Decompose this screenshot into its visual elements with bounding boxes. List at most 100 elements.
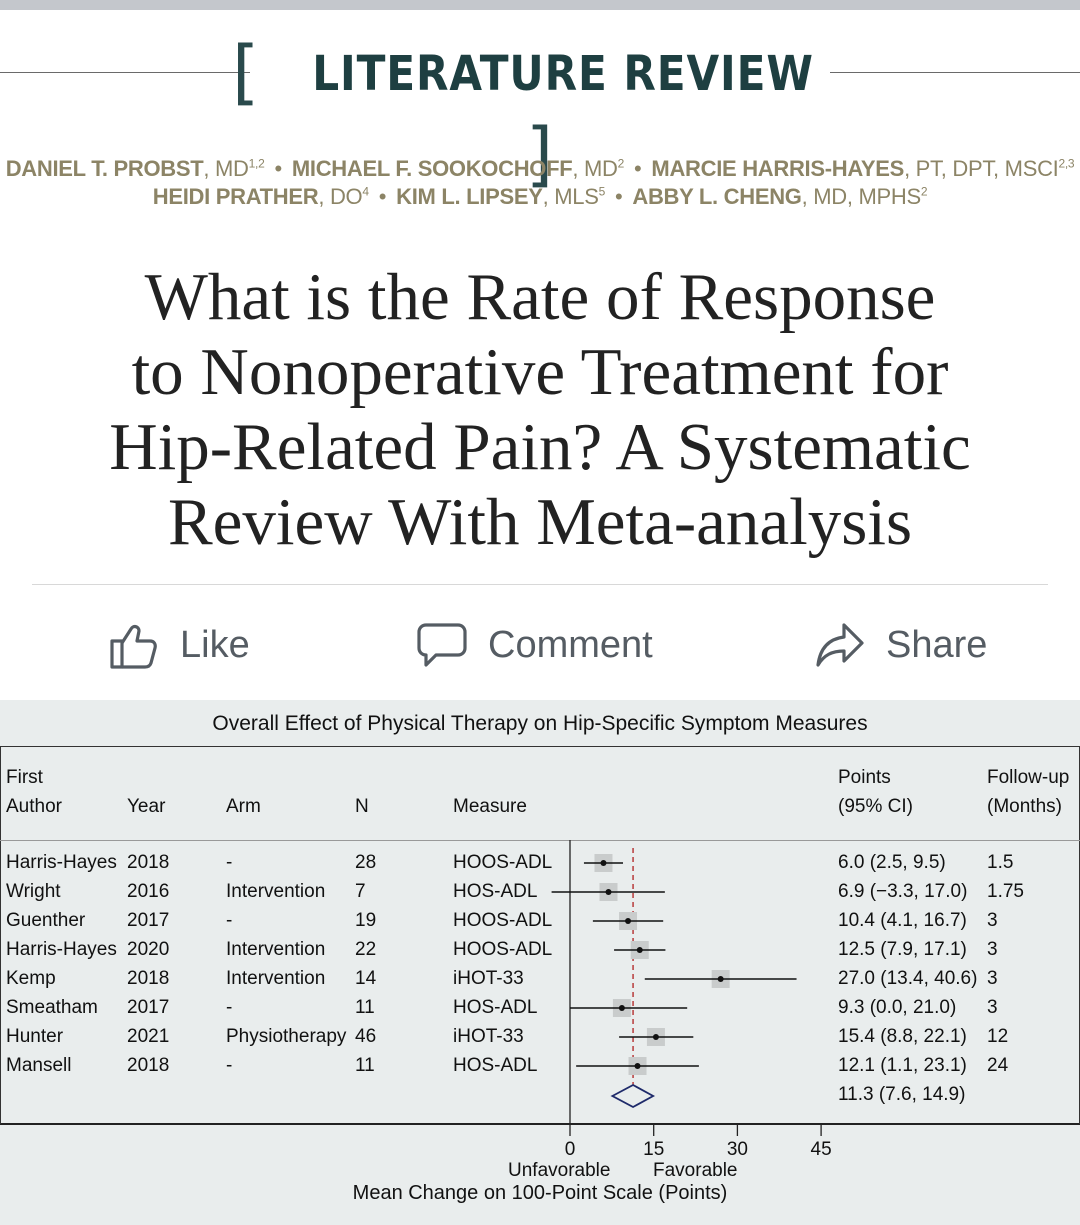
study-author: Guenther xyxy=(6,910,86,931)
study-ci: 12.1 (1.1, 23.1) xyxy=(838,1055,967,1076)
author-entry: KIM L. LIPSEY, MLS5 xyxy=(396,184,605,209)
study-measure: HOS-ADL xyxy=(453,1055,538,1076)
study-n: 22 xyxy=(355,939,377,960)
author-name: KIM L. LIPSEY xyxy=(396,184,543,209)
study-followup: 12 xyxy=(987,1026,1009,1047)
col-header-arm: Arm xyxy=(226,796,261,817)
col-header-author: First Author xyxy=(6,763,62,821)
study-author: Kemp xyxy=(6,968,56,989)
comment-button[interactable]: Comment xyxy=(416,610,653,680)
study-followup: 3 xyxy=(987,997,998,1018)
author-affiliation: 4 xyxy=(362,184,369,199)
study-point xyxy=(717,976,724,982)
author-affiliation: 5 xyxy=(598,184,606,199)
author-entry: DANIEL T. PROBST, MD1,2 xyxy=(6,156,265,181)
chart-frame-bottom xyxy=(0,1123,1080,1125)
col-header-followup-line: (Months) xyxy=(987,796,1062,817)
title-line: What is the Rate of Response xyxy=(144,260,936,334)
study-ci: 12.5 (7.9, 17.1) xyxy=(838,939,967,960)
author-affiliation: 1,2 xyxy=(248,156,265,171)
like-label: Like xyxy=(180,623,250,666)
col-header-measure: Measure xyxy=(453,796,527,817)
x-axis-title: Mean Change on 100-Point Scale (Points) xyxy=(352,1182,728,1204)
col-header-points-line: Points xyxy=(838,767,891,788)
study-point xyxy=(600,860,607,866)
study-followup: 3 xyxy=(987,910,998,931)
like-button[interactable]: Like xyxy=(108,610,250,680)
overall-diamond xyxy=(610,1083,656,1109)
x-label-unfavorable: Unfavorable xyxy=(508,1160,611,1181)
x-tick-label: 0 xyxy=(565,1139,576,1160)
authors-line-2: HEIDI PRATHER, DO4 • KIM L. LIPSEY, MLS5 • A… xyxy=(0,184,1080,210)
study-followup: 24 xyxy=(987,1055,1009,1076)
forest-plot-image[interactable]: Overall Effect of Physical Therapy on Hi… xyxy=(0,700,1080,1225)
post-image-article-header[interactable]: [ LITERATURE REVIEW ] DANIEL T. PROBST, … xyxy=(0,10,1080,700)
study-n: 11 xyxy=(355,997,375,1018)
thumbs-up-icon xyxy=(110,624,157,669)
share-button[interactable]: Share xyxy=(814,610,987,680)
author-credentials: , PT, DPT, MSCI xyxy=(904,156,1059,181)
col-header-author-line: First xyxy=(6,767,43,788)
study-point xyxy=(618,1005,625,1011)
study-author: Mansell xyxy=(6,1055,72,1076)
study-measure: HOS-ADL xyxy=(453,997,538,1018)
author-entry: ABBY L. CHENG, MD, MPHS2 xyxy=(632,184,927,209)
study-point xyxy=(625,918,632,924)
study-arm: Intervention xyxy=(226,939,326,960)
author-credentials: , MD xyxy=(572,156,618,181)
study-point xyxy=(605,889,612,895)
study-author: Hunter xyxy=(6,1026,64,1047)
author-credentials: , DO xyxy=(318,184,363,209)
author-name: MICHAEL F. SOOKOCHOFF xyxy=(291,156,573,181)
study-year: 2018 xyxy=(127,1055,170,1076)
study-n: 11 xyxy=(355,1055,375,1076)
comment-bubble-icon xyxy=(417,623,467,667)
author-entry: HEIDI PRATHER, DO4 xyxy=(153,184,369,209)
x-label-favorable: Favorable xyxy=(653,1160,738,1181)
title-line: to Nonoperative Treatment for xyxy=(131,335,949,409)
x-tick-label: 15 xyxy=(643,1139,664,1160)
col-header-year: Year xyxy=(127,796,166,817)
author-separator: • xyxy=(614,184,623,209)
chart-frame-left xyxy=(0,746,1,1124)
study-n: 7 xyxy=(355,881,366,902)
study-author: Harris-Hayes xyxy=(6,939,117,960)
col-header-n: N xyxy=(355,796,369,817)
title-line: Hip-Related Pain? A Systematic xyxy=(109,410,971,484)
author-name: ABBY L. CHENG xyxy=(632,184,802,209)
title-line: Review With Meta-analysis xyxy=(167,485,913,559)
study-arm: Intervention xyxy=(226,968,326,989)
author-separator: • xyxy=(274,156,282,181)
study-year: 2018 xyxy=(127,852,170,873)
author-affiliation: 2 xyxy=(617,156,625,171)
top-status-strip xyxy=(0,0,1080,10)
x-tick-label: 30 xyxy=(727,1139,748,1160)
author-affiliation: 2 xyxy=(920,184,928,199)
study-point xyxy=(634,1063,641,1069)
study-ci: 6.0 (2.5, 9.5) xyxy=(838,852,946,873)
study-arm: - xyxy=(226,910,233,931)
author-entry: MICHAEL F. SOOKOCHOFF, MD2 xyxy=(292,156,624,181)
study-ci: 6.9 (−3.3, 17.0) xyxy=(838,881,968,902)
col-header-points-line: (95% CI) xyxy=(838,796,913,817)
author-entry: MARCIE HARRIS-HAYES, PT, DPT, MSCI2,3 xyxy=(651,156,1074,181)
study-ci: 27.0 (13.4, 40.6) xyxy=(838,968,978,989)
study-year: 2017 xyxy=(127,997,170,1018)
study-arm: - xyxy=(226,852,233,873)
study-author: Smeatham xyxy=(6,997,98,1018)
study-author: Wright xyxy=(6,881,61,902)
study-measure: HOOS-ADL xyxy=(453,910,553,931)
kicker-rule-right xyxy=(830,72,1080,73)
col-header-followup: Follow-up (Months) xyxy=(987,763,1069,821)
study-ci: 15.4 (8.8, 22.1) xyxy=(838,1026,967,1047)
study-year: 2018 xyxy=(127,968,170,989)
author-name: DANIEL T. PROBST xyxy=(5,156,204,181)
study-year: 2016 xyxy=(127,881,170,902)
study-n: 19 xyxy=(355,910,377,931)
overall-ci: 11.3 (7.6, 14.9) xyxy=(838,1084,966,1105)
kicker-rule-left xyxy=(0,72,250,73)
study-followup: 1.5 xyxy=(987,852,1014,873)
share-label: Share xyxy=(886,623,988,666)
study-measure: HOS-ADL xyxy=(453,881,538,902)
study-followup: 1.75 xyxy=(987,881,1024,902)
